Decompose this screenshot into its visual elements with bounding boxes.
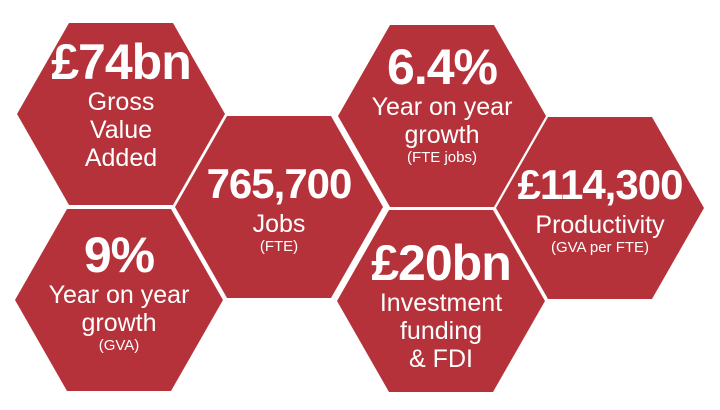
hexagon-jobs: [175, 116, 383, 298]
stat-productivity: £114,300 Productivity (GVA per FTE): [496, 117, 704, 299]
stat-gva-growth: 9% Year on year growth (GVA): [15, 201, 223, 383]
stat-label: Jobs: [252, 210, 306, 238]
stat-note: (GVA): [98, 337, 140, 354]
stat-label: Year on year: [371, 93, 513, 121]
stat-gva: £74bn Gross Value Added: [17, 13, 225, 195]
stat-label: Value: [89, 116, 153, 144]
stat-jobs: 765,700 Jobs (FTE): [175, 116, 383, 298]
stat-value: 765,700: [206, 160, 353, 207]
stat-label: Investment: [379, 289, 503, 317]
stat-label: Productivity: [535, 211, 665, 239]
stat-label: Added: [84, 144, 158, 172]
stat-investment: £20bn Investment funding & FDI: [337, 214, 545, 396]
stat-jobs-growth: 6.4% Year on year growth (FTE jobs): [338, 13, 546, 195]
stat-value: 9%: [83, 227, 155, 283]
hexagon-productivity: [496, 117, 704, 299]
stat-label: Year on year: [48, 281, 190, 309]
hexagon-jobs-growth: [338, 25, 546, 207]
stat-value: 6.4%: [387, 39, 498, 95]
hexagon-gva: [17, 23, 225, 205]
stat-label: Gross: [87, 88, 155, 116]
hexagon-gva-growth: [15, 209, 223, 391]
stat-label: funding: [399, 317, 483, 345]
stat-value: £20bn: [371, 235, 512, 291]
stat-label: growth: [81, 309, 157, 337]
stat-value: £74bn: [51, 34, 192, 90]
stat-label: & FDI: [409, 345, 473, 373]
hexagon-investment: [337, 210, 545, 392]
stat-note: (GVA per FTE): [550, 239, 650, 256]
stat-note: (FTE jobs): [406, 149, 477, 166]
stat-value: £114,300: [517, 161, 684, 208]
stat-note: (FTE): [259, 238, 299, 255]
stat-label: growth: [404, 121, 480, 149]
